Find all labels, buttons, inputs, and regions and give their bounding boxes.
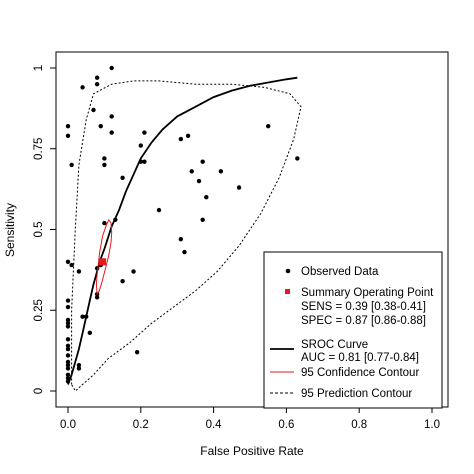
data-point [178,136,184,142]
data-point [65,353,71,358]
data-point [120,278,125,284]
y-axis-label: Sensitivity [3,203,17,257]
y-tick-label: 0 [33,388,45,394]
data-point [65,366,71,371]
data-point [65,372,71,378]
x-axis: 0.0 0.2 0.4 0.6 0.8 1.0 [60,407,440,431]
summary-marker [99,258,107,266]
summary-point [99,258,107,266]
data-point [91,107,96,113]
data-point [65,320,71,326]
legend-sroc-label: SROC Curve [301,339,368,351]
data-point [204,195,209,200]
data-point [65,123,71,129]
data-point [185,133,191,139]
data-point [138,143,143,148]
data-point [65,337,71,342]
confidence-ellipse [95,218,113,296]
x-tick-label: 0.4 [206,419,223,431]
data-point [295,156,300,161]
data-point [109,65,114,71]
data-point [65,317,71,323]
confidence-contour [95,218,113,296]
data-point [218,169,224,174]
data-point [80,314,85,319]
data-point [65,324,71,329]
legend-sens: SENS = 0.39 [0.38-0.41] [301,301,426,313]
legend-box [263,251,443,409]
sroc-line [67,76,298,385]
legend-auc: AUC = 0.81 [0.77-0.84] [301,352,419,364]
data-point [94,295,100,300]
data-point [94,75,100,80]
data-point [109,114,114,119]
data-point [65,359,71,365]
data-point [131,269,136,274]
data-point [134,350,140,355]
legend-summary-title: Summary Operating Point [301,287,434,299]
data-point [65,304,71,310]
data-point [65,259,71,264]
data-point [178,236,184,242]
data-point [76,269,82,274]
legend-observed-marker [285,268,291,274]
sroc-curve [67,76,298,385]
x-tick-label: 0.0 [60,419,76,431]
data-point [65,362,71,368]
data-point [65,298,71,303]
data-point [182,249,187,255]
data-point [102,156,107,161]
x-tick-label: 0.8 [351,419,367,431]
y-axis: 0 0.25 0.5 0.75 1 [33,65,56,394]
legend-prediction-label: 95 Prediction Contour [301,388,412,400]
y-tick-label: 0.5 [33,222,45,238]
data-point [142,159,147,164]
data-point [200,217,205,223]
data-point [69,262,74,268]
data-point [196,178,202,184]
data-point [94,81,100,87]
legend-summary-marker [285,289,290,294]
legend: Observed Data Summary Operating Point SE… [263,251,443,409]
data-point [200,159,205,164]
data-point [120,175,125,181]
x-tick-label: 0.2 [133,419,149,431]
x-tick-label: 1.0 [424,419,440,431]
legend-spec: SPEC = 0.87 [0.86-0.88] [301,315,426,327]
data-point [236,185,242,190]
data-point [102,162,107,168]
data-point [76,366,82,371]
data-point [109,130,114,135]
y-tick-label: 1 [33,65,45,71]
y-tick-label: 0.75 [33,138,45,160]
data-point [65,343,71,348]
data-point [87,330,93,336]
data-point [69,162,74,168]
data-point [156,207,162,213]
x-tick-label: 0.6 [278,419,294,431]
data-point [76,362,82,368]
data-point [80,85,85,90]
data-point [142,130,147,135]
data-point [65,346,71,352]
data-point [266,123,271,129]
y-tick-label: 0.25 [33,299,45,321]
x-axis-label: False Positive Rate [200,444,304,458]
data-point [65,133,71,139]
data-point [98,123,103,129]
legend-observed-label: Observed Data [301,266,379,278]
data-point [189,169,194,174]
data-point [102,220,107,226]
legend-confidence-label: 95 Confidence Contour [301,367,419,379]
